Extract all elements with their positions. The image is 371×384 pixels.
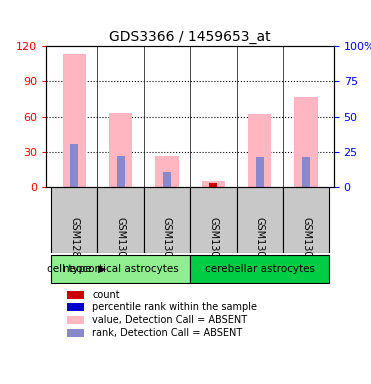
Text: cell type  ▶: cell type ▶ [47, 264, 106, 274]
Text: GSM130363: GSM130363 [255, 217, 265, 276]
Bar [116, 156, 125, 187]
Bar [295, 97, 318, 187]
Bar [109, 113, 132, 187]
Bar [66, 316, 84, 324]
Text: cerebellar astrocytes: cerebellar astrocytes [205, 264, 315, 274]
Text: GSM130340: GSM130340 [116, 217, 125, 276]
Bar [63, 54, 86, 187]
Text: value, Detection Call = ABSENT: value, Detection Call = ABSENT [92, 315, 247, 325]
Text: GSM130362: GSM130362 [209, 217, 218, 276]
Bar [66, 329, 84, 337]
Text: rank, Detection Call = ABSENT: rank, Detection Call = ABSENT [92, 328, 243, 338]
Text: neocortical astrocytes: neocortical astrocytes [63, 264, 178, 274]
Bar [190, 187, 237, 253]
Text: percentile rank within the sample: percentile rank within the sample [92, 302, 257, 312]
Bar [190, 255, 329, 283]
Text: GSM130361: GSM130361 [162, 217, 172, 276]
Bar [163, 172, 171, 187]
Bar [66, 291, 84, 299]
Bar [256, 157, 264, 187]
Bar [209, 184, 217, 187]
Bar [209, 183, 217, 187]
Text: GSM130364: GSM130364 [301, 217, 311, 276]
Bar [302, 157, 310, 187]
Bar [66, 303, 84, 311]
Text: count: count [92, 290, 120, 300]
Bar [144, 187, 190, 253]
Bar [248, 114, 271, 187]
Bar [98, 187, 144, 253]
Bar [283, 187, 329, 253]
Bar [155, 156, 178, 187]
Text: GSM128874: GSM128874 [69, 217, 79, 276]
Title: GDS3366 / 1459653_at: GDS3366 / 1459653_at [109, 30, 271, 44]
Bar [51, 187, 98, 253]
Bar [70, 144, 78, 187]
Bar [51, 255, 190, 283]
Bar [237, 187, 283, 253]
Bar [202, 181, 225, 187]
